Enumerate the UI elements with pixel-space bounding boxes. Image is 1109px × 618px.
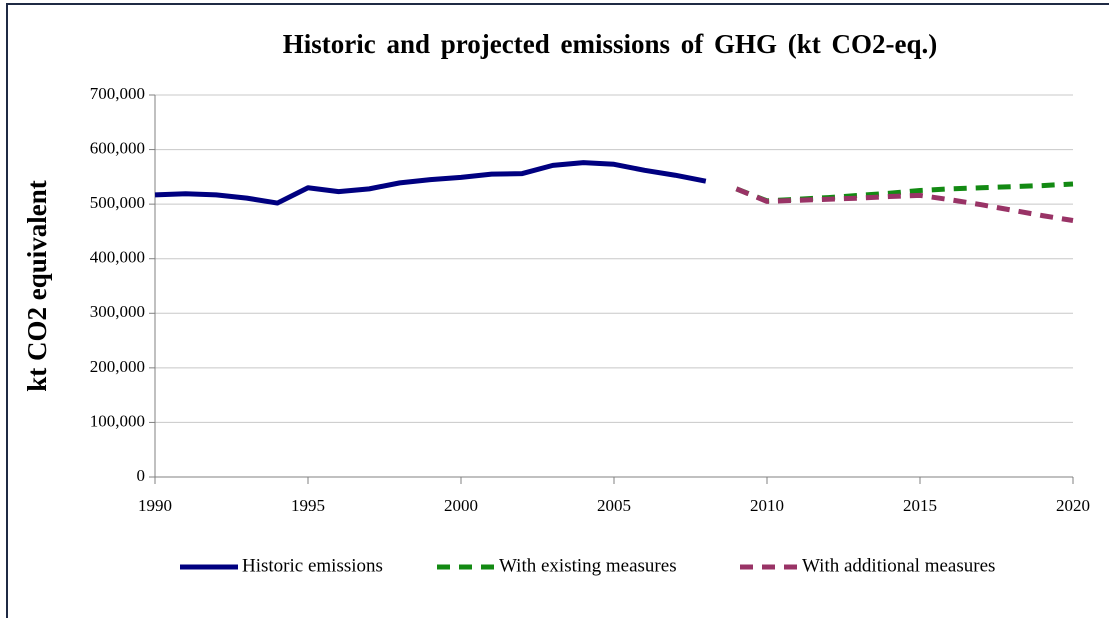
y-tick-label: 600,000 (90, 138, 145, 157)
x-tick-label: 2000 (444, 496, 478, 515)
legend-label: Historic emissions (242, 555, 383, 576)
x-tick-label: 2010 (750, 496, 784, 515)
x-tick-label: 1995 (291, 496, 325, 515)
y-tick-label: 100,000 (90, 411, 145, 430)
series-line (154, 160, 707, 206)
y-tick-label: 500,000 (90, 193, 145, 212)
x-tick-label: 2005 (597, 496, 631, 515)
y-tick-label: 400,000 (90, 248, 145, 267)
legend-label: With existing measures (499, 555, 677, 576)
y-axis-label: kt CO2 equivalent (22, 180, 52, 392)
x-tick-label: 2015 (903, 496, 937, 515)
y-tick-label: 700,000 (90, 84, 145, 103)
y-tick-label: 0 (137, 466, 146, 485)
x-tick-label: 1990 (138, 496, 172, 515)
y-tick-label: 200,000 (90, 357, 145, 376)
x-tick-label: 2020 (1056, 496, 1090, 515)
chart-title: Historic and projected emissions of GHG … (283, 29, 937, 59)
y-tick-label: 300,000 (90, 302, 145, 321)
legend-label: With additional measures (802, 555, 995, 576)
series-line (735, 186, 1074, 223)
